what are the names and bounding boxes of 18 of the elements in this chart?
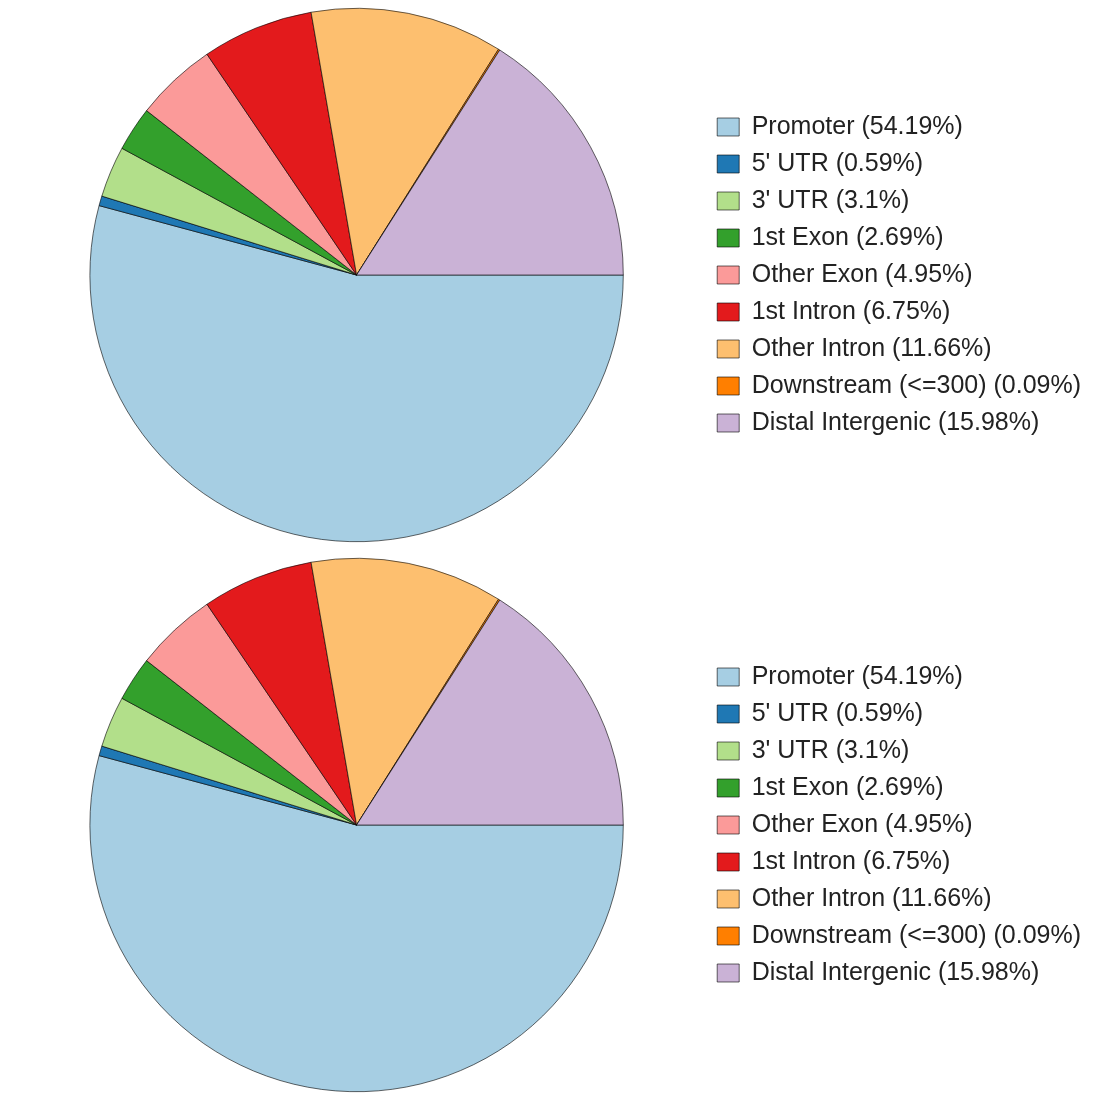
legend-label: Distal Intergenic (15.98%) bbox=[751, 956, 1040, 985]
legend-label: 3' UTR (3.1%) bbox=[751, 734, 910, 763]
legend-label: 1st Intron (6.75%) bbox=[751, 845, 951, 874]
legend-label: Other Exon (4.95%) bbox=[751, 258, 973, 287]
legend-label: Distal Intergenic (15.98%) bbox=[751, 406, 1040, 435]
legend-label: Other Intron (11.66%) bbox=[751, 332, 992, 361]
legend-label: Promoter (54.19%) bbox=[751, 660, 963, 689]
legend-label: Downstream (<=300) (0.09%) bbox=[751, 369, 1081, 398]
legend-label: 5' UTR (0.59%) bbox=[751, 147, 924, 176]
legend-label: Downstream (<=300) (0.09%) bbox=[751, 919, 1081, 948]
legend-label: 1st Exon (2.69%) bbox=[751, 221, 944, 250]
legend-label: 5' UTR (0.59%) bbox=[751, 697, 924, 726]
legend-label: 1st Intron (6.75%) bbox=[751, 295, 951, 324]
legend-label: Other Exon (4.95%) bbox=[751, 808, 973, 837]
legend-label: 3' UTR (3.1%) bbox=[751, 184, 910, 213]
legend-label: Other Intron (11.66%) bbox=[751, 882, 992, 911]
legend-label: 1st Exon (2.69%) bbox=[751, 771, 944, 800]
legend-label: Promoter (54.19%) bbox=[751, 110, 963, 139]
